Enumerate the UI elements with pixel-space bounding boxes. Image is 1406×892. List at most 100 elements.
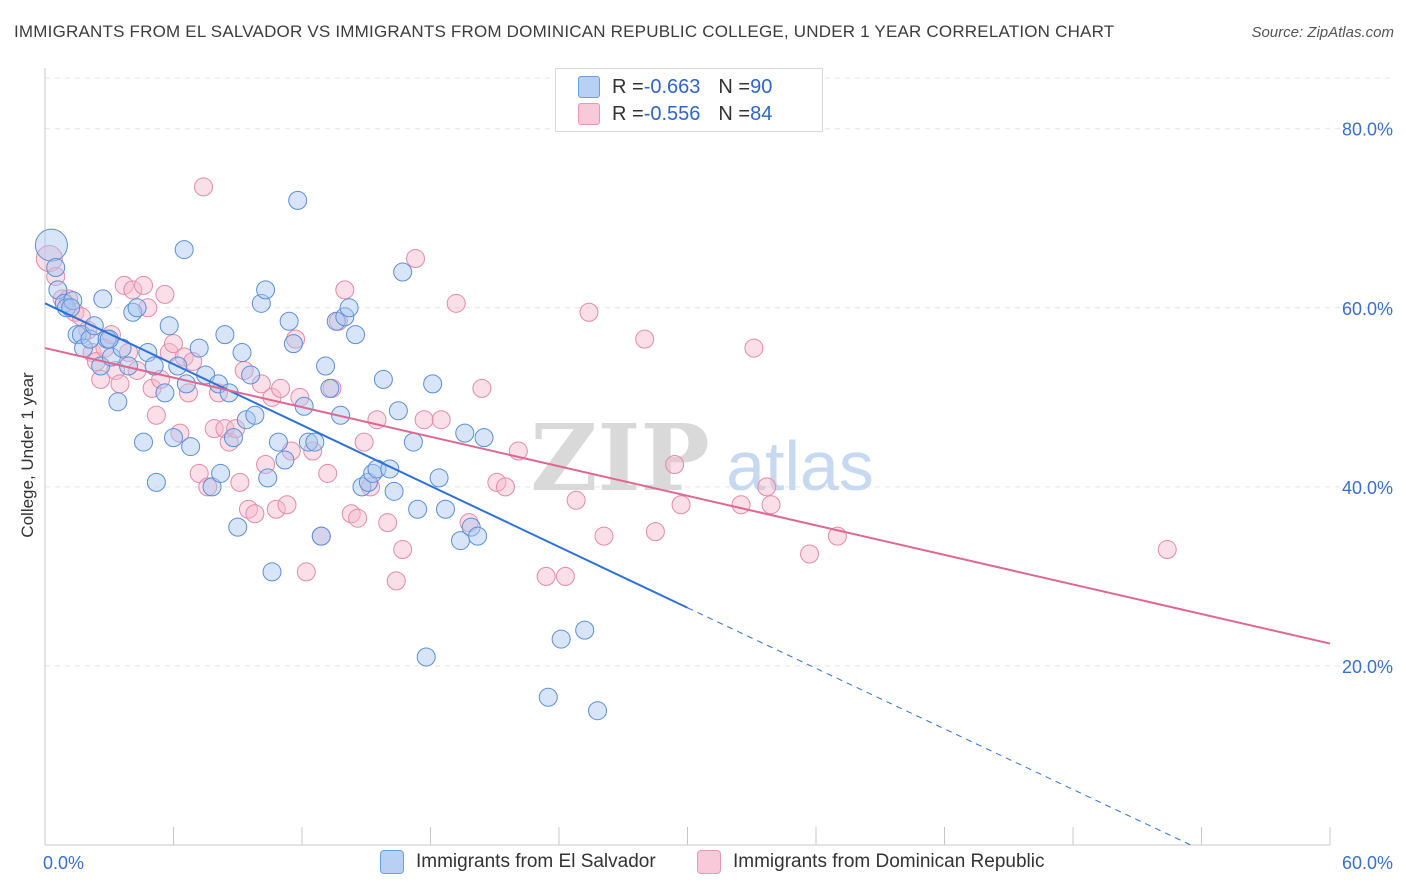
data-point-dominican-republic — [155, 284, 175, 304]
data-point-dominican-republic — [761, 495, 781, 515]
data-point-el-salvador — [211, 463, 231, 483]
data-point-el-salvador — [551, 629, 571, 649]
data-point-el-salvador — [144, 356, 164, 376]
data-point-el-salvador — [127, 298, 147, 318]
data-point-dominican-republic — [431, 410, 451, 430]
data-point-el-salvador — [435, 499, 455, 519]
data-point-dominican-republic — [271, 378, 291, 398]
data-point-el-salvador — [468, 526, 488, 546]
data-point-el-salvador — [99, 329, 119, 349]
legend-r-value: -0.663 — [643, 75, 701, 98]
data-point-dominican-republic — [665, 454, 685, 474]
data-point-el-salvador — [384, 481, 404, 501]
data-point-el-salvador — [538, 687, 558, 707]
data-point-el-salvador — [108, 392, 128, 412]
data-point-el-salvador — [164, 428, 183, 448]
data-point-dominican-republic — [146, 405, 166, 425]
data-point-el-salvador — [146, 472, 166, 492]
data-point-dominican-republic — [800, 544, 820, 564]
data-point-dominican-republic — [487, 472, 507, 492]
data-point-dominican-republic — [566, 490, 586, 510]
x-tick-label: 60.0% — [1342, 853, 1393, 873]
data-point-el-salvador — [189, 338, 209, 358]
data-point-el-salvador — [228, 517, 248, 537]
data-point-el-salvador — [408, 499, 428, 519]
legend-swatch-blue — [578, 76, 600, 98]
data-point-el-salvador — [202, 477, 222, 497]
data-point-el-salvador — [358, 472, 378, 492]
data-point-dominican-republic — [495, 477, 515, 497]
series-el-salvador-points — [34, 190, 608, 721]
legend-n-value: 90 — [750, 75, 773, 98]
data-point-dominican-republic — [348, 508, 368, 528]
data-point-dominican-republic — [245, 504, 265, 524]
legend-row-el-salvador: R = -0.663 N = 90 — [578, 74, 772, 100]
data-point-el-salvador — [174, 240, 194, 260]
data-point-el-salvador — [181, 437, 201, 457]
series-legend-item-el-salvador: Immigrants from El Salvador — [380, 850, 656, 874]
data-point-el-salvador — [575, 620, 595, 640]
data-point-el-salvador — [176, 374, 196, 394]
data-point-el-salvador — [268, 432, 288, 452]
data-point-dominican-republic — [731, 495, 751, 515]
series-legend-swatch-pink — [697, 850, 721, 874]
data-point-dominican-republic — [406, 249, 426, 269]
data-point-dominican-republic — [744, 338, 764, 358]
data-point-dominican-republic — [594, 526, 614, 546]
data-point-el-salvador — [256, 280, 276, 300]
series-legend-swatch-blue — [380, 850, 404, 874]
data-point-el-salvador — [283, 334, 303, 354]
data-point-el-salvador — [134, 432, 154, 452]
data-point-dominican-republic — [164, 334, 183, 354]
x-tick-label: 0.0% — [43, 853, 84, 873]
y-tick-label: 40.0% — [1342, 478, 1393, 498]
axes — [44, 68, 1331, 846]
data-point-el-salvador — [63, 291, 83, 311]
data-point-el-salvador — [423, 374, 443, 394]
data-point-dominican-republic — [138, 298, 158, 318]
data-point-dominican-republic — [378, 513, 398, 533]
trend-line-el-salvador-extension — [687, 607, 1192, 846]
data-point-dominican-republic — [335, 280, 355, 300]
legend-n-value: 84 — [750, 102, 773, 125]
data-point-el-salvador — [305, 432, 325, 452]
data-point-el-salvador — [236, 410, 256, 430]
data-point-el-salvador — [311, 526, 331, 546]
data-point-el-salvador — [388, 401, 408, 421]
series-legend-label: Immigrants from El Salvador — [416, 851, 656, 872]
data-point-el-salvador — [34, 228, 68, 262]
data-point-dominican-republic — [555, 566, 575, 586]
data-point-el-salvador — [393, 262, 413, 282]
data-point-dominican-republic — [446, 293, 466, 313]
legend-n-label: N = — [718, 102, 751, 125]
data-point-dominican-republic — [114, 275, 134, 295]
trend-lines — [44, 302, 1331, 846]
data-point-dominican-republic — [536, 566, 556, 586]
data-point-dominican-republic — [134, 275, 154, 295]
data-point-dominican-republic — [414, 410, 434, 430]
data-point-el-salvador — [93, 289, 113, 309]
legend-r-label: R = — [612, 75, 644, 98]
data-point-el-salvador — [215, 325, 235, 345]
watermark-atlas: atlas — [726, 427, 874, 505]
data-point-dominican-republic — [386, 571, 406, 591]
data-point-dominican-republic — [91, 369, 111, 389]
legend-n-label: N = — [718, 75, 751, 98]
data-point-el-salvador — [258, 468, 278, 488]
data-point-el-salvador — [316, 356, 336, 376]
data-point-dominican-republic — [393, 540, 413, 560]
data-point-el-salvador — [403, 432, 423, 452]
trend-line-el-salvador — [44, 302, 688, 609]
correlation-legend: R = -0.663 N = 90 R = -0.556 N = 84 — [555, 68, 823, 132]
data-point-dominican-republic — [318, 463, 338, 483]
data-point-dominican-republic — [579, 302, 599, 322]
data-point-dominican-republic — [1157, 540, 1177, 560]
y-tick-label: 20.0% — [1342, 657, 1393, 677]
data-point-el-salvador — [455, 423, 475, 443]
data-point-el-salvador — [46, 258, 66, 277]
series-legend: Immigrants from El Salvador Immigrants f… — [0, 850, 1406, 878]
y-tick-label: 60.0% — [1342, 299, 1393, 319]
series-legend-label: Immigrants from Dominican Republic — [733, 851, 1045, 872]
data-point-el-salvador — [61, 298, 81, 318]
data-point-dominican-republic — [204, 419, 224, 439]
